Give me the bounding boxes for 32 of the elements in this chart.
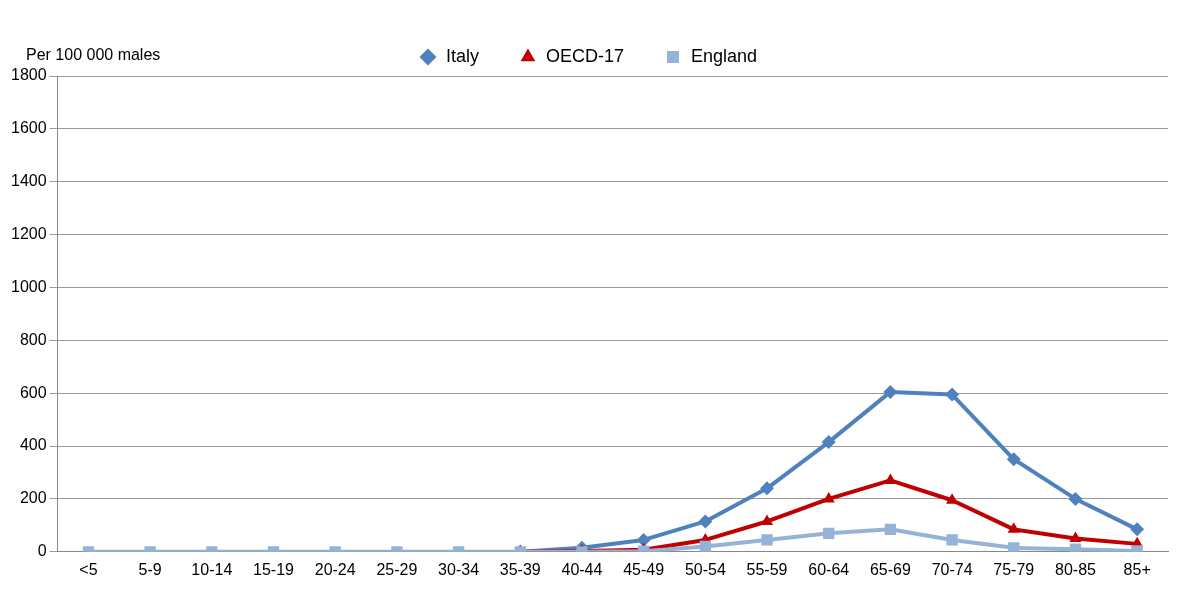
x-tick-label: 85+ [1123, 560, 1151, 578]
x-tick-label: 15-19 [253, 560, 295, 578]
x-tick-label: 55-59 [746, 560, 788, 578]
y-tick-label: 0 [37, 542, 47, 560]
legend-label: OECD-17 [545, 45, 624, 66]
x-tick-label: 70-74 [931, 560, 973, 578]
y-axis-title: Per 100 000 males [26, 46, 161, 64]
y-tick-label: 1800 [11, 66, 47, 84]
x-tick-label: 50-54 [684, 560, 726, 578]
x-tick-label: 5-9 [138, 560, 162, 578]
y-tick-label: 200 [19, 489, 47, 507]
x-tick-label: 25-29 [376, 560, 418, 578]
x-tick-label: <5 [79, 560, 98, 578]
y-tick-label: 600 [19, 383, 47, 401]
x-tick-label: 40-44 [561, 560, 603, 578]
y-tick-label: 1400 [11, 172, 47, 190]
x-tick-label: 75-79 [993, 560, 1035, 578]
y-tick-label: 800 [19, 330, 47, 348]
y-tick-label: 1600 [11, 119, 47, 137]
legend-label: England [690, 45, 758, 66]
legend-label: Italy [445, 45, 479, 66]
x-tick-label: 60-64 [808, 560, 850, 578]
y-tick-label: 1000 [11, 277, 47, 295]
x-tick-label: 20-24 [314, 560, 356, 578]
x-tick-label: 35-39 [499, 560, 541, 578]
x-tick-label: 45-49 [623, 560, 665, 578]
x-tick-label: 80-85 [1055, 560, 1097, 578]
x-tick-label: 10-14 [191, 560, 233, 578]
x-tick-label: 30-34 [438, 560, 480, 578]
y-tick-label: 1200 [11, 225, 47, 243]
y-tick-label: 400 [19, 436, 47, 454]
x-tick-label: 65-69 [869, 560, 911, 578]
